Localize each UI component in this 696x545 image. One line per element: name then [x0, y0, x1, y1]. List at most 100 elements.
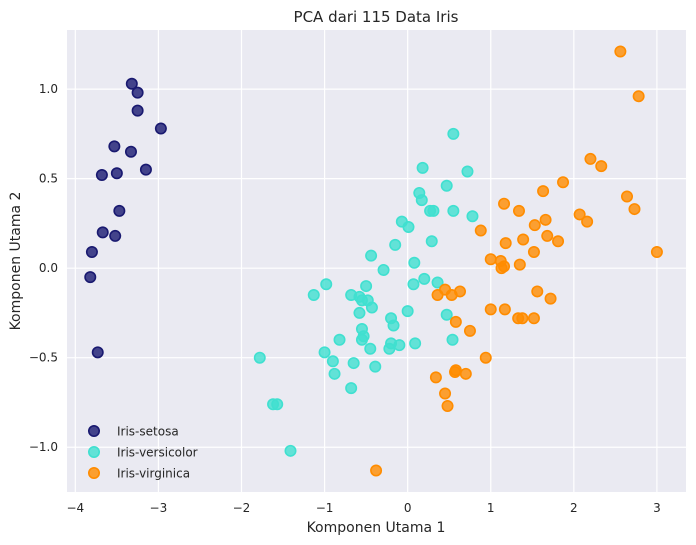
data-point: [527, 246, 540, 259]
data-point: [328, 367, 341, 380]
data-point: [131, 86, 144, 99]
data-point: [498, 260, 511, 273]
data-point: [353, 306, 366, 319]
y-tick-label: 0.5: [39, 172, 58, 186]
data-point: [96, 226, 109, 239]
data-point: [416, 161, 429, 174]
data-point: [387, 319, 400, 332]
data-point: [466, 210, 479, 223]
data-point: [333, 333, 346, 346]
series-iris-versicolor: [253, 127, 479, 457]
data-point: [573, 208, 586, 221]
data-point: [347, 357, 360, 370]
data-point: [355, 333, 368, 346]
data-point: [447, 127, 460, 140]
chart-title: PCA dari 115 Data Iris: [294, 8, 459, 26]
data-point: [253, 351, 266, 364]
data-point: [360, 280, 373, 293]
data-point: [124, 145, 137, 158]
data-point: [415, 194, 428, 207]
x-tick-label: −2: [233, 501, 251, 515]
data-point: [449, 366, 462, 379]
legend-label: Iris-setosa: [117, 425, 179, 439]
data-point: [110, 167, 123, 180]
data-point: [459, 367, 472, 380]
data-point: [461, 165, 474, 178]
data-point: [307, 289, 320, 302]
data-point: [427, 204, 440, 217]
x-axis-label: Komponen Utama 1: [307, 520, 446, 536]
x-tick-label: −1: [316, 501, 334, 515]
data-point: [109, 229, 122, 242]
data-point: [484, 253, 497, 266]
data-point: [440, 179, 453, 192]
y-tick-label: 0.0: [39, 261, 58, 275]
data-point: [463, 324, 476, 337]
data-point: [377, 263, 390, 276]
data-point: [527, 312, 540, 325]
series-iris-setosa: [84, 77, 167, 359]
data-point: [401, 305, 414, 318]
legend-label: Iris-virginica: [117, 467, 190, 481]
data-point: [650, 246, 663, 259]
legend: Iris-setosa Iris-versicolor Iris-virginica: [88, 424, 198, 481]
series-iris-virginica: [370, 45, 663, 477]
data-point: [383, 342, 396, 355]
x-tick-label: 0: [404, 501, 412, 515]
data-point: [139, 163, 152, 176]
data-point: [441, 400, 454, 413]
data-point: [552, 235, 565, 248]
axis-ticks: −4 −3 −2 −1 0 1 2 3 −1.0 −0.5 0.0 0.5 1.0: [29, 82, 661, 515]
data-point: [370, 464, 383, 477]
data-point: [418, 272, 431, 285]
legend-marker: [88, 445, 101, 458]
data-point: [389, 238, 402, 251]
x-tick-label: 2: [570, 501, 578, 515]
x-tick-label: −3: [150, 501, 168, 515]
data-point: [108, 140, 121, 153]
data-point: [512, 204, 525, 217]
data-point: [425, 235, 438, 248]
data-point: [429, 371, 442, 384]
data-point: [402, 220, 415, 233]
data-point: [431, 289, 444, 302]
y-tick-label: −1.0: [29, 440, 58, 454]
data-point: [621, 190, 634, 203]
legend-marker: [88, 424, 101, 437]
data-point: [499, 237, 512, 250]
y-tick-label: 1.0: [39, 82, 58, 96]
data-point: [516, 312, 529, 325]
data-points: [84, 45, 663, 477]
data-point: [498, 303, 511, 316]
data-point: [537, 185, 550, 198]
data-point: [449, 315, 462, 328]
data-point: [365, 249, 378, 262]
data-point: [531, 285, 544, 298]
data-point: [439, 387, 452, 400]
data-point: [584, 152, 597, 165]
data-point: [113, 204, 126, 217]
data-point: [131, 104, 144, 117]
x-tick-label: −4: [66, 501, 84, 515]
legend-marker: [88, 466, 101, 479]
data-point: [326, 355, 339, 368]
data-point: [154, 122, 167, 135]
data-point: [271, 398, 284, 411]
data-point: [632, 90, 645, 103]
plot-area: [67, 30, 686, 492]
data-point: [125, 77, 138, 90]
data-point: [447, 204, 460, 217]
data-point: [454, 285, 467, 298]
grid-lines: [67, 30, 686, 492]
data-point: [544, 292, 557, 305]
data-point: [557, 176, 570, 189]
data-point: [91, 346, 104, 359]
x-tick-label: 1: [487, 501, 495, 515]
data-point: [541, 229, 554, 242]
data-point: [440, 308, 453, 321]
y-tick-label: −0.5: [29, 351, 58, 365]
data-point: [513, 258, 526, 271]
data-point: [498, 197, 511, 210]
data-point: [595, 160, 608, 173]
